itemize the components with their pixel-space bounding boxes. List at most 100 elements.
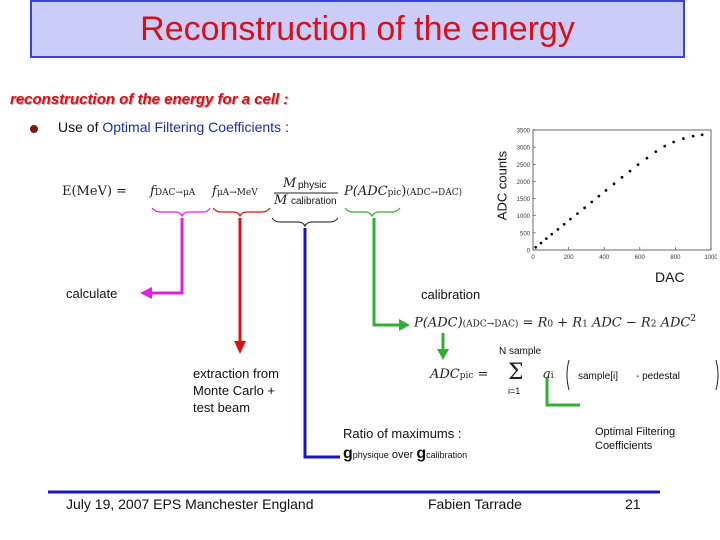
f2-adc1: ADC − R xyxy=(591,315,651,331)
data-point xyxy=(562,222,566,226)
f1-subscript: DAC→μA xyxy=(154,188,196,198)
data-point xyxy=(636,163,640,167)
formula3-bracket-right xyxy=(715,359,719,391)
data-point xyxy=(672,140,676,144)
y-tick-label: 1000 xyxy=(517,214,531,220)
green-connector xyxy=(372,218,400,327)
chart-svg: 0 500 1000 1500 2000 2500 3000 3500 0 200 400 600 80… xyxy=(517,129,717,262)
data-point xyxy=(663,144,667,148)
f2-lhs: P(ADC) xyxy=(414,315,463,331)
f3-lhs-sub: pic xyxy=(459,371,474,381)
p-subscript: pic xyxy=(387,188,402,198)
data-point xyxy=(556,228,560,231)
extraction-line-1: extraction from xyxy=(193,366,279,381)
data-point xyxy=(597,194,601,198)
f3-a-sub: i xyxy=(550,371,554,381)
calculate-label: calculate xyxy=(66,286,118,301)
f3-lhs: ADC xyxy=(430,367,460,382)
data-point xyxy=(645,156,649,160)
f-ua-mev: fμA→MeV xyxy=(212,184,258,199)
data-point xyxy=(544,237,548,241)
bullet-prefix: Use of xyxy=(58,119,103,135)
p-symbol: P(ADC xyxy=(344,184,388,199)
bullet-suffix: : xyxy=(281,119,289,135)
pedestal-label: - pedestal xyxy=(636,371,680,382)
f2-subscript: μA→MeV xyxy=(216,188,258,198)
p-subscript2: (ADC→DAC) xyxy=(406,188,463,198)
slide-title: Reconstruction of the energy xyxy=(140,10,575,48)
frac-num-symbol: M xyxy=(283,176,297,191)
brace-p xyxy=(344,207,401,218)
f2-r1: 1 xyxy=(582,319,588,330)
data-point xyxy=(576,212,579,216)
brace-frac xyxy=(271,217,339,228)
f2-r2: 2 xyxy=(650,319,657,330)
magenta-arrowhead xyxy=(140,287,152,299)
y-tick-label: 1500 xyxy=(517,197,531,203)
x-tick-label: 600 xyxy=(635,255,646,261)
data-point xyxy=(612,182,616,186)
sigma-symbol: Σ xyxy=(508,360,524,385)
f-dac-ua: fDAC→μA xyxy=(150,184,195,199)
data-point xyxy=(583,206,587,210)
data-point xyxy=(654,150,658,153)
chart-ylabel: ADC counts xyxy=(494,150,510,221)
ofc-line-1: Optimal Filtering xyxy=(595,426,676,438)
y-tick-label: 0 xyxy=(527,249,531,255)
chart-frame xyxy=(532,129,712,251)
adc-pic-formula: ADCpic = xyxy=(430,367,489,382)
ratio-g2: g xyxy=(416,445,427,462)
extraction-label: extraction from Monte Carlo + test beam xyxy=(193,365,279,416)
ratio-g1: g xyxy=(343,445,353,462)
magenta-connector xyxy=(150,218,184,295)
a-coef: ai xyxy=(543,367,554,382)
extraction-line-2: Monte Carlo + xyxy=(193,383,276,398)
y-tick-label: 2000 xyxy=(517,180,531,186)
f2-rhs: = R xyxy=(522,315,548,331)
f3-eq: = xyxy=(477,367,489,382)
ratio-line-2: gphysique over gcalibration xyxy=(343,444,467,465)
frac-num-label: physic xyxy=(298,180,327,191)
x-tick-label: 200 xyxy=(564,255,575,261)
ratio-line-1: Ratio of maximums : xyxy=(343,426,462,441)
chart-xlabel: DAC xyxy=(655,269,685,285)
data-point xyxy=(620,175,624,179)
bullet-icon xyxy=(30,125,38,133)
calibration-label: calibration xyxy=(421,287,481,302)
bullet-highlight: Optimal Filtering Coefficients xyxy=(102,119,282,135)
data-point xyxy=(691,134,695,138)
adc-chart: 0 500 1000 1500 2000 2500 3000 3500 0 200 400 600 80… xyxy=(495,122,717,272)
footer-page: 21 xyxy=(625,496,641,512)
ratio-g1-sub: physique xyxy=(352,450,389,460)
y-tick-label: 3500 xyxy=(517,129,531,135)
y-tick-label: 500 xyxy=(520,231,531,237)
frac-numerator: M xyxy=(283,176,296,191)
x-tick-label: 800 xyxy=(670,255,681,261)
data-point xyxy=(628,169,632,173)
x-tick-label: 0 xyxy=(531,255,535,261)
f2-lhs-sub: (ADC→DAC) xyxy=(462,319,519,330)
frac-den-symbol: M xyxy=(274,193,288,208)
footer-date: July 19, 2007 EPS Manchester England xyxy=(66,496,314,512)
calibration-formula: P(ADC)(ADC→DAC) = R0 + R1 ADC − R2 ADC2 xyxy=(414,314,696,330)
data-point xyxy=(604,188,608,192)
ofc-line-2: Coefficients xyxy=(595,440,653,452)
ofc-label: Optimal Filtering Coefficients xyxy=(595,425,675,453)
data-point xyxy=(700,133,704,137)
data-point xyxy=(590,200,594,204)
footer-author: Fabien Tarrade xyxy=(428,496,522,512)
frac-den-label: calibration xyxy=(290,196,338,207)
data-point xyxy=(534,245,538,249)
title-box: Reconstruction of the energy xyxy=(30,0,685,58)
y-tick-label: 2500 xyxy=(517,163,531,169)
p-adc-pic: P(ADCpic)(ADC→DAC) xyxy=(344,184,462,199)
x-tick-label: 400 xyxy=(599,255,610,261)
f3-a: a xyxy=(543,367,551,382)
frac-denominator: M xyxy=(274,193,287,208)
data-point xyxy=(550,232,554,236)
formula-lhs: E(MeV) = xyxy=(62,184,128,199)
energy-formula: E(MeV) = xyxy=(62,184,127,199)
f2-adc2: ADC xyxy=(660,315,691,331)
bullet-text: Use of Optimal Filtering Coefficients : xyxy=(58,119,289,135)
